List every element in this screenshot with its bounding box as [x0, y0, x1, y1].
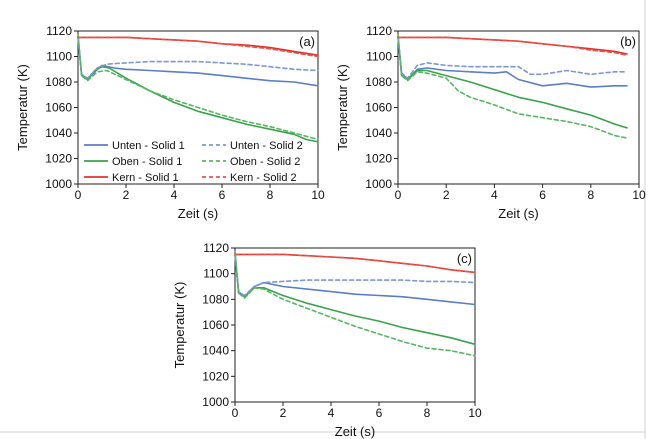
- series-line-3: [78, 37, 318, 55]
- y-tick-label: 1100: [46, 50, 72, 64]
- x-tick-label: 6: [219, 188, 226, 202]
- series-line-1: [398, 37, 627, 87]
- series-line-4: [235, 254, 475, 295]
- y-tick-label: 1080: [365, 75, 392, 89]
- x-tick-label: 10: [632, 188, 646, 202]
- x-tick-label: 4: [328, 406, 335, 420]
- y-tick-label: 1120: [366, 24, 392, 38]
- y-tick-label: 1100: [203, 267, 229, 281]
- series-line-3: [398, 37, 627, 54]
- y-tick-label: 1020: [365, 152, 392, 166]
- panel-label: (c): [457, 251, 472, 266]
- series-line-2: [235, 252, 475, 344]
- y-axis-label: Temperatur (K): [172, 282, 187, 369]
- x-tick-label: 6: [376, 406, 383, 420]
- series-line-1: [78, 37, 318, 85]
- x-axis-label: Zeit (s): [498, 206, 538, 221]
- x-tick-label: 0: [75, 188, 82, 202]
- y-tick-label: 1060: [202, 318, 229, 332]
- series-line-6: [78, 37, 318, 56]
- x-tick-label: 10: [468, 406, 482, 420]
- series-line-4: [78, 37, 318, 78]
- legend-entry: Unten - Solid 2: [230, 140, 303, 152]
- y-tick-label: 1000: [202, 395, 229, 409]
- y-tick-label: 1000: [365, 177, 392, 191]
- x-tick-label: 2: [280, 406, 287, 420]
- x-tick-label: 0: [232, 406, 239, 420]
- x-axis-label: Zeit (s): [178, 206, 218, 221]
- series-line-1: [235, 254, 475, 304]
- panel-label: (a): [299, 34, 315, 49]
- x-tick-label: 8: [424, 406, 431, 420]
- y-axis-label: Temperatur (K): [15, 64, 30, 151]
- plot-frame: [398, 31, 639, 184]
- chart-panel-3: 0 2 4 6 8 10 1000 1020 1040 1060 1080 1100 1120 Zeit …: [172, 241, 482, 439]
- y-tick-label: 1020: [202, 369, 229, 383]
- series-line-6: [235, 254, 475, 272]
- legend: Unten - Solid 1 Oben - Solid 1 Kern - Soli…: [84, 140, 303, 184]
- x-tick-label: 4: [171, 188, 178, 202]
- chart-panel-2: 0 2 4 6 8 10 1000 1020 1040 1060 1080 1100 1120 Zeit …: [335, 24, 646, 221]
- chart-panel-1: 0 2 4 6 8 10 1000 1020 1040 1060 1080 1100 1120 Zeit …: [15, 24, 325, 221]
- legend-entry: Unten - Solid 1: [112, 140, 185, 152]
- plot-frame: [235, 248, 475, 402]
- y-tick-label: 1080: [202, 292, 229, 306]
- legend-entry: Kern - Solid 1: [112, 172, 179, 184]
- x-tick-label: 2: [443, 188, 450, 202]
- y-tick-label: 1060: [45, 101, 72, 115]
- y-tick-label: 1080: [45, 75, 72, 89]
- series-line-3: [235, 254, 475, 272]
- panel-label: (b): [620, 34, 636, 49]
- y-tick-label: 1120: [203, 241, 229, 255]
- y-tick-label: 1000: [45, 177, 72, 191]
- x-tick-label: 8: [267, 188, 274, 202]
- x-tick-label: 0: [395, 188, 402, 202]
- legend-entry: Oben - Solid 1: [112, 156, 182, 168]
- x-tick-label: 6: [539, 188, 546, 202]
- y-tick-label: 1060: [365, 101, 392, 115]
- y-tick-label: 1020: [45, 152, 72, 166]
- y-tick-label: 1040: [202, 344, 229, 358]
- legend-entry: Oben - Solid 2: [230, 156, 300, 168]
- x-tick-label: 8: [587, 188, 594, 202]
- x-axis-label: Zeit (s): [335, 424, 375, 439]
- x-tick-label: 4: [491, 188, 498, 202]
- y-tick-label: 1100: [366, 50, 392, 64]
- y-tick-label: 1120: [46, 24, 72, 38]
- y-tick-label: 1040: [365, 126, 392, 140]
- x-tick-label: 10: [311, 188, 325, 202]
- series-line-6: [398, 37, 627, 55]
- legend-entry: Kern - Solid 2: [230, 172, 297, 184]
- x-tick-label: 2: [123, 188, 130, 202]
- y-tick-label: 1040: [45, 126, 72, 140]
- y-axis-label: Temperatur (K): [335, 64, 350, 151]
